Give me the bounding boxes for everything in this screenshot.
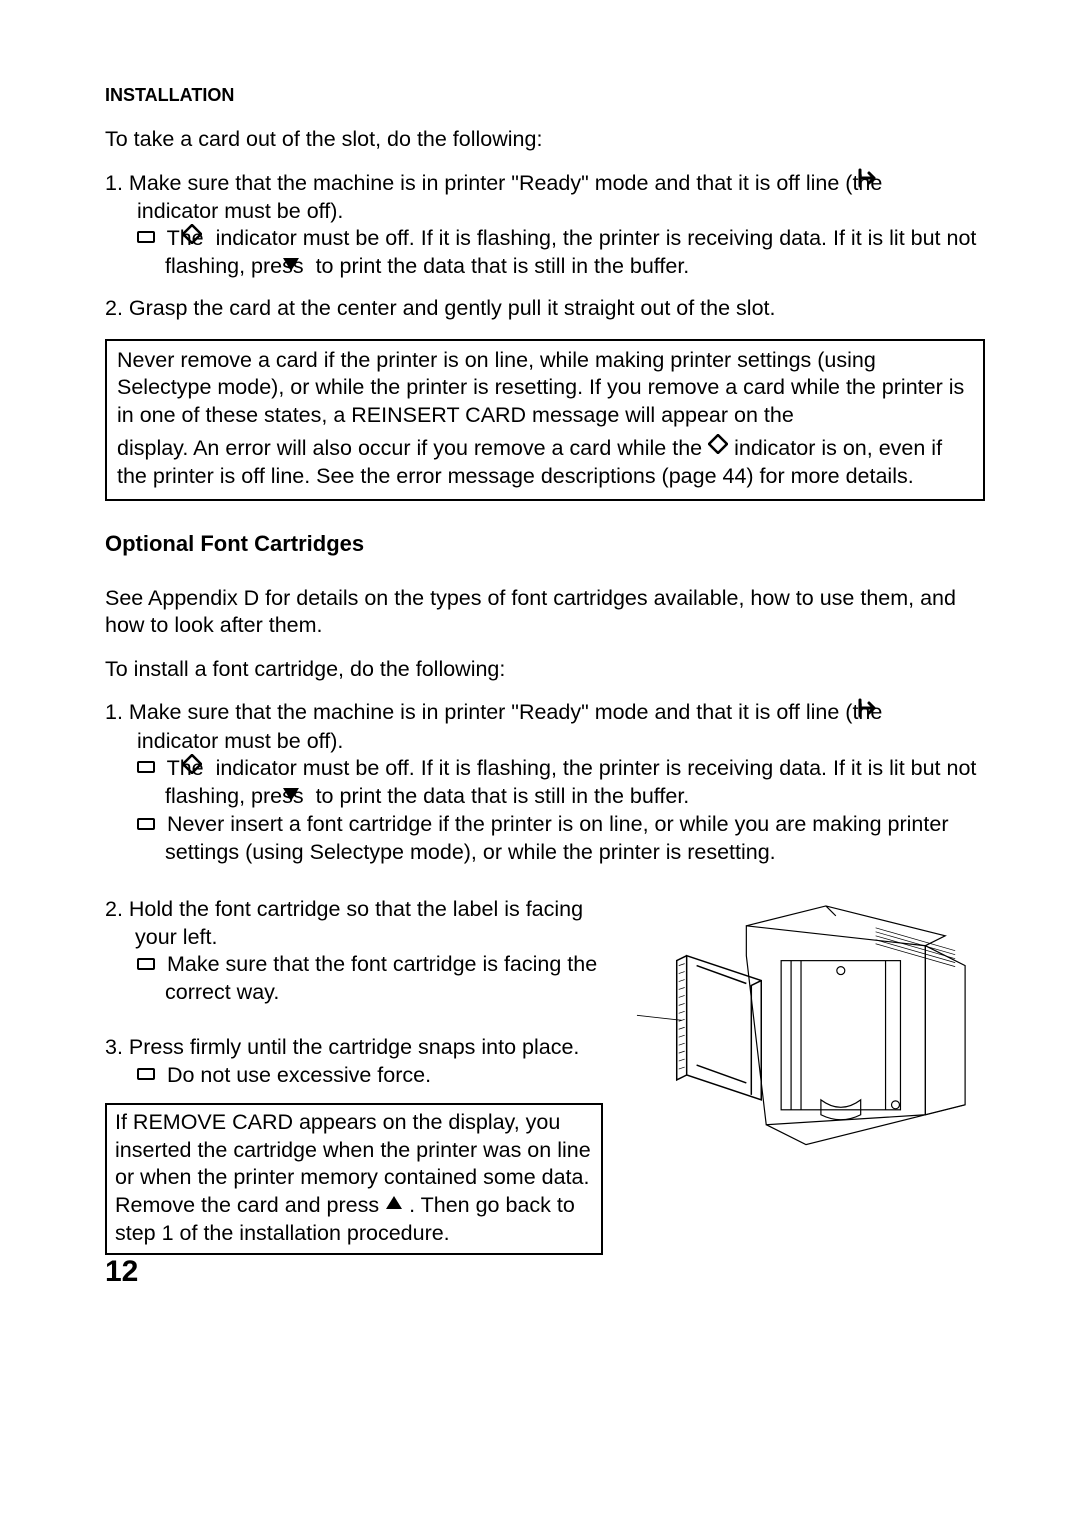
page: INSTALLATION To take a card out of the s… [0,0,1080,1528]
page-number: 12 [105,1255,138,1289]
warning-callout-1: Never remove a card if the printer is on… [105,339,985,501]
callout1-part1: Never remove a card if the printer is on… [117,348,964,427]
step-1: 1. Make sure that the machine is in prin… [105,170,985,198]
step-b1-sub1: The indicator must be off. If it is flas… [105,755,985,811]
step-b1-sub2-text: Never insert a font cartridge if the pri… [165,812,948,864]
step-2: 2. Grasp the card at the center and gent… [105,295,985,323]
step-b1: 1. Make sure that the machine is in prin… [105,699,985,727]
step-b2-sub-text: Make sure that the font cartridge is fac… [165,952,597,1004]
step-1-sub: The indicator must be off. If it is flas… [105,225,985,281]
cartridge-install-illustration [627,896,985,1155]
optional-para-2: To install a font cartridge, do the foll… [105,656,985,684]
bullet-icon [137,761,155,773]
step-b3-sub: Do not use excessive force. [105,1062,603,1090]
step-1-text-pre: 1. Make sure that the machine is in prin… [105,171,888,195]
data-icon [708,434,728,462]
section-header: INSTALLATION [105,85,985,106]
step-b3: 3. Press firmly until the cartridge snap… [105,1034,603,1062]
optional-para-1: See Appendix D for details on the types … [105,585,985,640]
step-1-sub-post: to print the data that is still in the b… [310,254,690,278]
right-column [627,896,985,1160]
subheading-optional-font: Optional Font Cartridges [105,531,985,557]
bullet-icon [137,231,155,243]
step-b1-sub1-post: to print the data that is still in the b… [310,784,690,808]
step-b2-sub: Make sure that the font cartridge is fac… [105,951,603,1006]
up-triangle-icon [385,1190,403,1218]
step-b1-cont: indicator must be off). [105,728,985,756]
intro-paragraph-1: To take a card out of the slot, do the f… [105,126,985,154]
step-b1-sub2: Never insert a font cartridge if the pri… [105,811,985,866]
bullet-icon [137,958,155,970]
callout1-part2-pre: display. An error will also occur if you… [117,436,708,460]
two-column-row: 2. Hold the font cartridge so that the l… [105,896,985,1255]
warning-callout-2: If REMOVE CARD appears on the display, y… [105,1103,603,1255]
bullet-icon [137,818,155,830]
step-b2: 2. Hold the font cartridge so that the l… [105,896,603,951]
step-b3-sub-text: Do not use excessive force. [167,1063,431,1087]
left-column: 2. Hold the font cartridge so that the l… [105,896,603,1255]
bullet-icon [137,1068,155,1080]
step-b1-pre: 1. Make sure that the machine is in prin… [105,700,888,724]
step-1-cont: indicator must be off). [105,198,985,226]
